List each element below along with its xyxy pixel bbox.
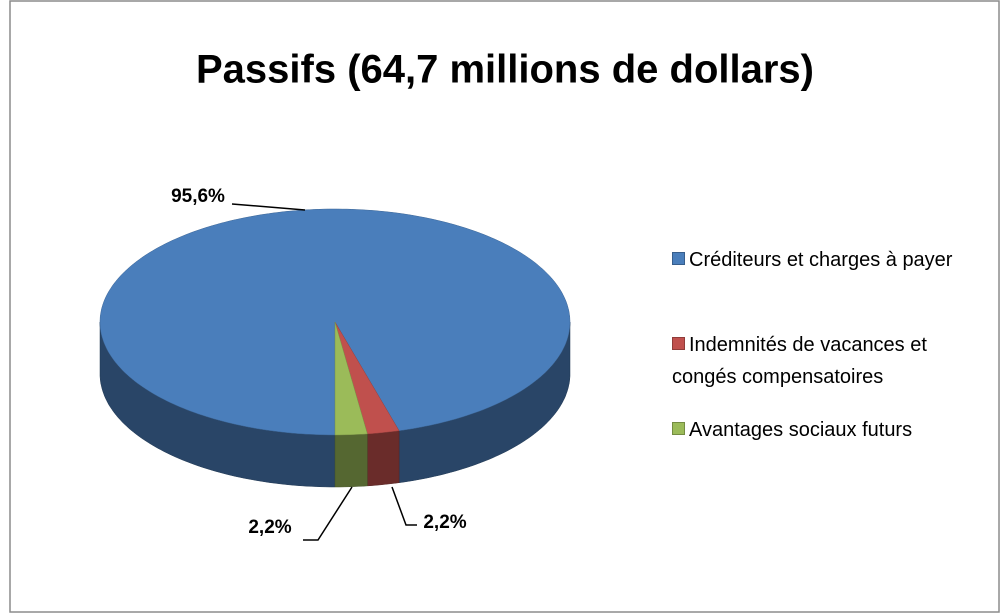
data-label: 2,2% <box>248 517 291 538</box>
legend-item: Avantages sociaux futurs <box>672 414 992 446</box>
leader-line <box>303 486 353 541</box>
legend-swatch <box>672 252 685 265</box>
pie-slice <box>334 321 400 435</box>
legend-item: Créditeurs et charges à payer <box>672 244 992 276</box>
data-label: 95,6% <box>171 186 225 207</box>
leader-line <box>231 203 306 211</box>
data-label: 2,2% <box>423 512 466 533</box>
legend-swatch <box>672 337 685 350</box>
legend-item: Indemnités de vacances et congés compens… <box>672 329 992 393</box>
pie-slice <box>334 321 368 436</box>
legend-label: Avantages sociaux futurs <box>689 419 913 441</box>
legend-swatch <box>672 422 685 435</box>
pie-side <box>334 433 368 488</box>
chart-title: Passifs (64,7 millions de dollars) <box>196 48 814 92</box>
leader-line <box>391 486 417 526</box>
pie-side <box>367 430 400 487</box>
legend-label: Indemnités de vacances et congés compens… <box>672 334 927 388</box>
legend-label: Créditeurs et charges à payer <box>689 249 953 271</box>
